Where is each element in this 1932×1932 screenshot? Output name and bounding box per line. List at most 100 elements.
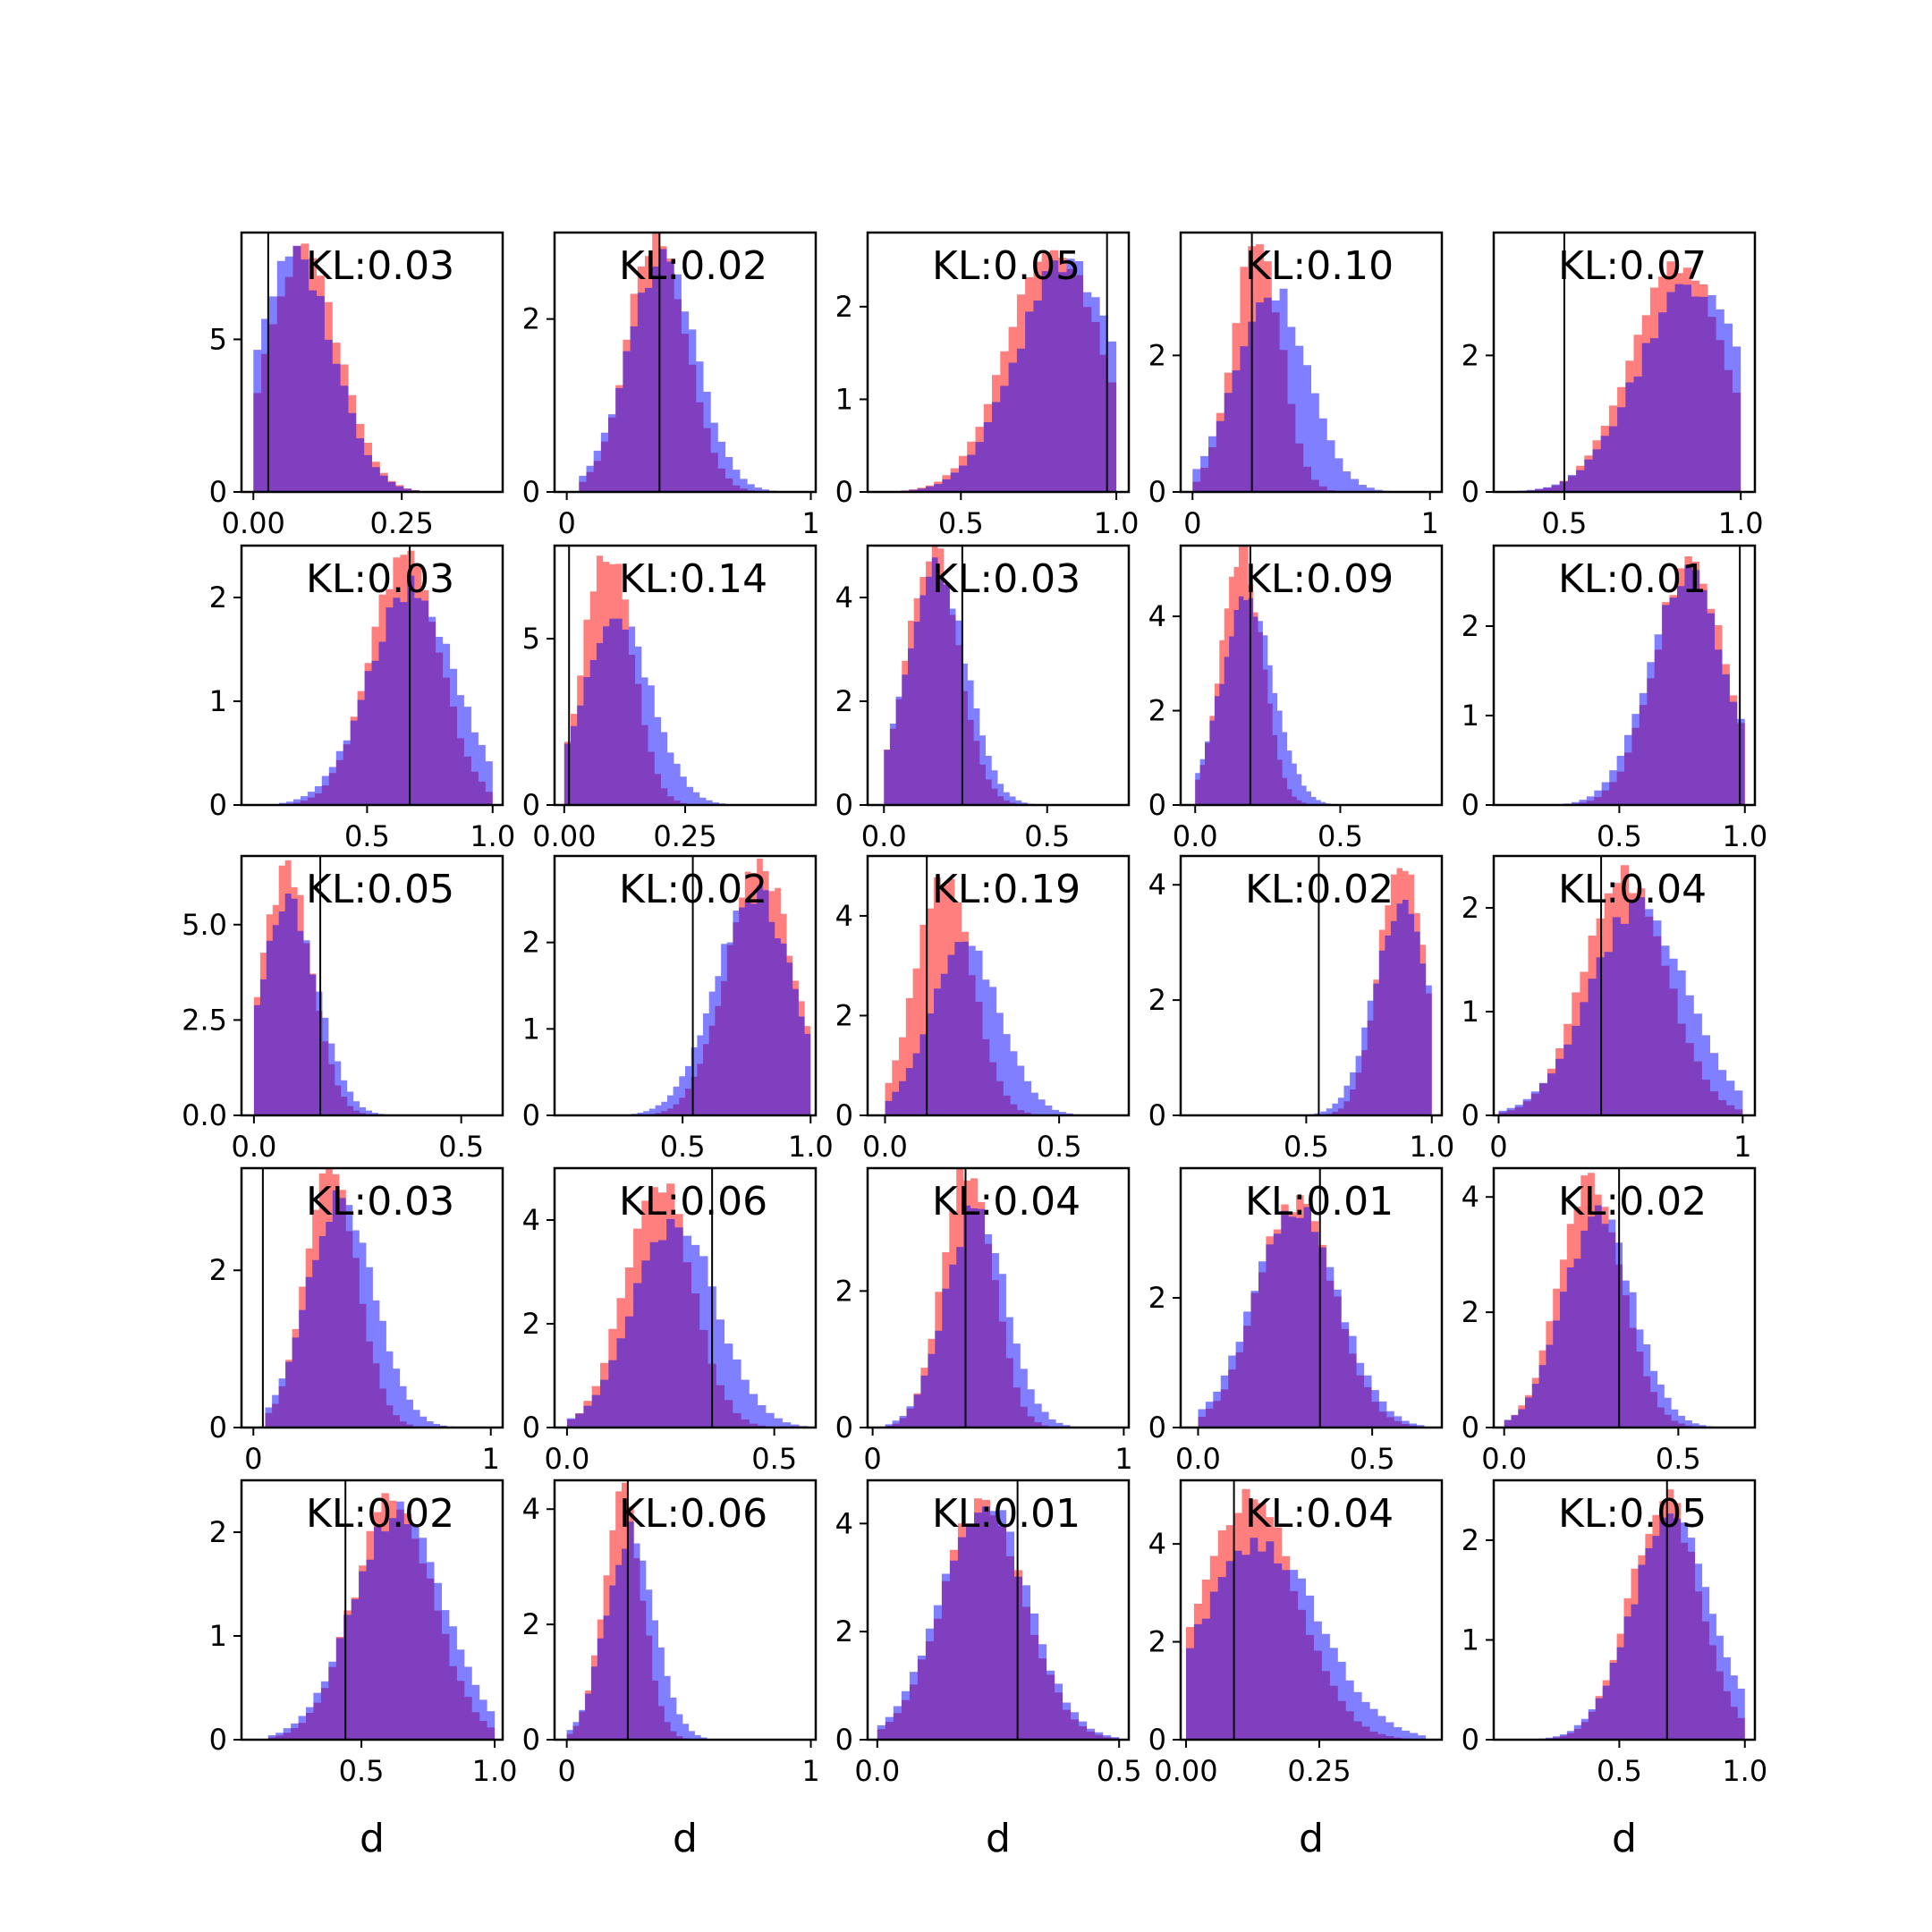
y-tick-label: 2	[1148, 983, 1166, 1017]
y-tick-label: 5.0	[182, 908, 227, 942]
x-tick-label: 1	[1733, 1130, 1751, 1164]
y-tick-label: 2	[522, 302, 540, 336]
x-tick-label: 0.0	[862, 1130, 908, 1164]
histogram-series-b	[579, 249, 799, 492]
axes-frame	[553, 1166, 818, 1429]
y-tick-label: 0	[209, 475, 227, 509]
axes-frame	[553, 854, 818, 1117]
y-tick-label: 2	[835, 1274, 853, 1308]
x-tick-label: 0.5	[1350, 1442, 1395, 1476]
y-tick-label: 0	[522, 1098, 540, 1132]
x-tick-label: 0.5	[1597, 819, 1642, 853]
histogram-panel: 0.0 0.5 0 2 4 KL:0.03	[835, 544, 1131, 853]
y-tick-label: 0	[209, 1723, 227, 1757]
x-tick-label: 1	[801, 1754, 819, 1788]
y-tick-label: 0	[1462, 1411, 1479, 1445]
x-tick-label: 1.0	[1409, 1130, 1454, 1164]
axes-frame	[866, 231, 1131, 494]
x-tick-label: 0.0	[1175, 1442, 1221, 1476]
y-tick-label: 4	[1148, 599, 1166, 633]
y-tick-label: 0.0	[182, 1098, 227, 1132]
y-tick-label: 2	[1462, 338, 1479, 372]
x-tick-label: 0	[1183, 506, 1201, 540]
y-tick-label: 0	[209, 788, 227, 822]
y-tick-label: 1	[1462, 699, 1479, 733]
kl-annotation: KL:0.03	[306, 556, 454, 602]
y-tick-label: 4	[835, 1506, 853, 1540]
x-tick-label: 0.0	[231, 1130, 276, 1164]
axes-frame	[1492, 1166, 1757, 1429]
histogram-panel: 0.5 1.0 0 1 2 KL:0.03	[209, 544, 515, 853]
x-tick-label: 1.0	[472, 1754, 518, 1788]
y-tick-label: 4	[835, 580, 853, 614]
y-tick-label: 1	[835, 382, 853, 416]
x-tick-label: 1.0	[1094, 506, 1140, 540]
kl-annotation: KL:0.05	[932, 243, 1080, 289]
y-tick-label: 0	[522, 1411, 540, 1445]
x-tick-label: 0.5	[751, 1442, 797, 1476]
histogram-panel: 0 1 0 2 KL:0.03	[209, 1166, 504, 1476]
histogram-panel: 0 1 0 1 2 KL:0.04	[1462, 854, 1757, 1164]
y-tick-label: 2	[1148, 338, 1166, 372]
axes-frame	[866, 544, 1131, 807]
axes-frame	[553, 231, 818, 494]
y-tick-label: 2.5	[182, 1003, 227, 1037]
x-tick-label: 1.0	[1722, 819, 1767, 853]
y-tick-label: 2	[522, 1307, 540, 1341]
x-tick-label: 1.0	[1718, 506, 1764, 540]
y-tick-label: 1	[209, 1619, 227, 1653]
x-tick-label: 0.5	[339, 1754, 385, 1788]
x-tick-label: 0.00	[222, 506, 285, 540]
axes-frame	[866, 1166, 1131, 1429]
y-tick-label: 0	[1148, 475, 1166, 509]
histogram-series-b	[265, 1190, 468, 1428]
histogram-series-b	[1519, 564, 1745, 805]
x-tick-label: 0.5	[344, 819, 390, 853]
axes-frame	[240, 231, 504, 494]
axes-frame	[1179, 544, 1444, 807]
y-tick-label: 0	[835, 788, 853, 822]
kl-annotation: KL:0.02	[619, 867, 767, 912]
histogram-series-b	[1256, 900, 1432, 1115]
x-tick-label: 0.0	[1481, 1442, 1527, 1476]
kl-annotation: KL:0.05	[1558, 1491, 1707, 1537]
x-tick-label: 1.0	[788, 1130, 834, 1164]
y-tick-label: 4	[1148, 868, 1166, 902]
x-tick-label: 0.25	[370, 506, 434, 540]
kl-annotation: KL:0.01	[932, 1491, 1080, 1537]
x-tick-label: 0	[863, 1442, 881, 1476]
y-tick-label: 2	[835, 290, 853, 324]
histogram-panel: 0 1 0 2 4 KL:0.06 d	[522, 1479, 820, 1861]
histogram-panel: 0.5 1.0 0 1 2 KL:0.01	[1462, 544, 1767, 853]
x-axis-label: d	[673, 1816, 698, 1861]
x-tick-label: 0.00	[1154, 1754, 1217, 1788]
x-tick-label: 0.0	[544, 1442, 589, 1476]
x-axis-label: d	[360, 1816, 385, 1861]
y-tick-label: 5	[522, 622, 540, 656]
histogram-series-b	[1498, 897, 1743, 1115]
y-tick-label: 0	[1148, 1723, 1166, 1757]
x-tick-label: 0	[557, 506, 575, 540]
y-tick-label: 2	[522, 926, 540, 960]
y-tick-label: 5	[209, 322, 227, 356]
y-tick-label: 2	[835, 998, 853, 1032]
x-tick-label: 0.00	[532, 819, 596, 853]
x-tick-label: 1.0	[470, 819, 515, 853]
y-tick-label: 1	[1462, 1623, 1479, 1657]
histogram-series-b	[1531, 1513, 1745, 1740]
histogram-panel: 0.5 1.0 0 2 KL:0.07	[1462, 231, 1764, 540]
y-tick-label: 0	[522, 788, 540, 822]
y-tick-label: 0	[835, 1411, 853, 1445]
y-tick-label: 2	[1462, 609, 1479, 643]
x-tick-label: 1	[1114, 1442, 1132, 1476]
kl-annotation: KL:0.06	[619, 1491, 767, 1537]
histogram-panel: 0.0 0.5 0 2 4 KL:0.02	[1462, 1166, 1757, 1476]
x-tick-label: 0	[1489, 1130, 1507, 1164]
axes-frame	[866, 854, 1131, 1117]
histogram-panel: 0.00 0.25 0 2 4 KL:0.04 d	[1148, 1479, 1444, 1861]
kl-annotation: KL:0.02	[1558, 1179, 1707, 1224]
histogram-series-b	[267, 1501, 496, 1740]
y-tick-label: 4	[522, 1492, 540, 1526]
y-tick-label: 2	[1462, 891, 1479, 925]
y-tick-label: 2	[209, 580, 227, 614]
